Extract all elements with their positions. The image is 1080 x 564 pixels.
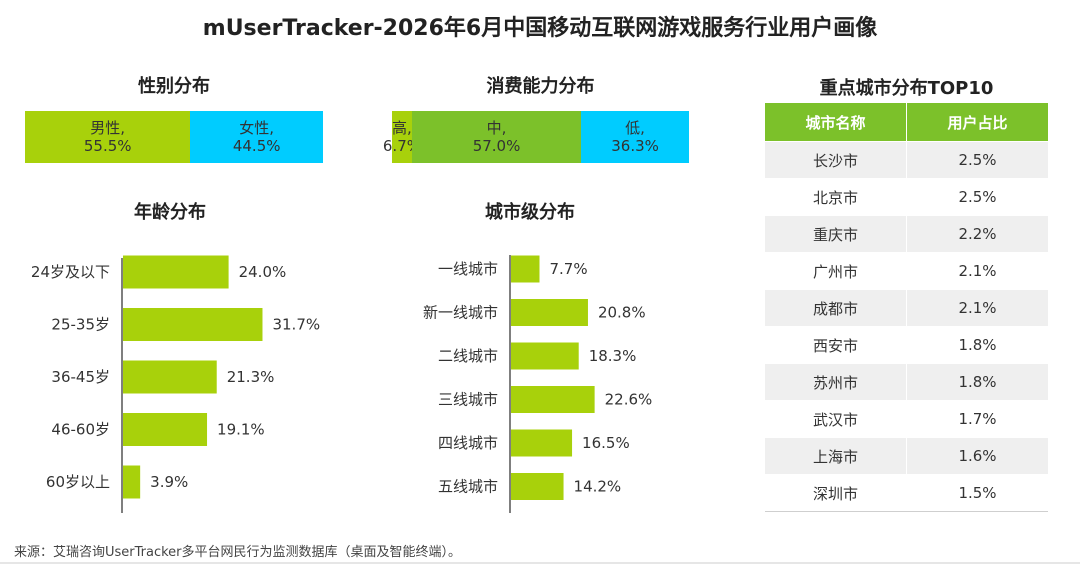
table-row: 西安市 1.8% [765,326,1048,364]
gender-stacked-bar: 男性, 55.5% 女性, 44.5% [25,111,323,163]
age-bar [123,413,208,446]
age-chart-title: 年龄分布 [134,202,206,223]
city-tier-value-label: 16.5% [582,434,630,452]
consumption-stacked-bar: 高, 6.7% 中, 57.0% 低, 36.3% [383,111,689,163]
age-category-label: 25-35岁 [51,316,110,334]
city-tier-bar [511,473,564,500]
city-name-cell: 长沙市 [765,141,907,179]
age-bar [123,255,229,289]
age-value-label: 19.1% [217,421,265,439]
city-tier-value-label: 18.3% [589,347,637,365]
city-tier-category-label: 四线城市 [438,434,498,452]
age-category-label: 60岁以上 [46,473,110,491]
table-row: 成都市 2.1% [765,289,1048,327]
user-share-cell: 1.6% [906,437,1048,475]
user-share-cell: 1.8% [906,326,1048,364]
column-header-city: 城市名称 [765,103,907,142]
age-value-label: 24.0% [239,263,287,281]
city-tier-bar [511,255,540,283]
city-name-cell: 广州市 [765,252,907,290]
city-tier-bar [511,342,579,370]
consumption-segment-mid: 中, 57.0% [411,111,582,163]
city-tier-category-label: 一线城市 [438,260,498,278]
consumption-segment-low: 低, 36.3% [581,111,689,163]
gender-segment-value: 55.5% [83,137,132,155]
city-tier-value-label: 7.7% [549,260,587,278]
city-tier-bar [511,386,595,413]
city-tier-value-label: 14.2% [574,478,622,496]
gender-segment-male: 男性, 55.5% [25,111,191,163]
age-value-label: 3.9% [150,473,188,491]
gender-segment-name: 男性, [90,119,126,137]
age-value-label: 31.7% [272,316,320,334]
city-tier-bar [511,429,573,457]
consumption-segment-value: 36.3% [611,137,659,155]
city-tier-category-label: 新一线城市 [423,304,498,322]
consumption-segment-name: 中, [486,119,507,137]
table-row: 重庆市 2.2% [765,215,1048,253]
user-share-cell: 1.5% [906,474,1048,511]
age-category-label: 36-45岁 [51,368,110,386]
gender-segment-value: 44.5% [232,137,281,155]
column-header-share: 用户占比 [906,103,1048,142]
consumption-segment-value: 6.7% [382,137,421,155]
city-name-cell: 上海市 [765,437,907,475]
city-tier-chart-title: 城市级分布 [485,202,575,223]
user-share-cell: 2.5% [906,178,1048,216]
user-share-cell: 2.1% [906,252,1048,290]
city-tier-value-label: 22.6% [605,391,653,409]
age-category-label: 24岁及以下 [31,263,110,281]
source-note: 来源：艾瑞咨询UserTracker多平台网民行为监测数据库（桌面及智能终端）。 [14,545,462,560]
age-value-label: 21.3% [227,368,275,386]
table-row: 深圳市 1.5% [765,474,1048,511]
horizontal-bar-charts: 24岁及以下 24.0% 25-35岁 31.7% 36-45岁 21.3% 46-60岁 1… [31,255,653,513]
age-bar [123,360,217,394]
page-title: mUserTracker-2026年6月中国移动互联网游戏服务行业用户画像 [202,16,878,41]
age-bar [123,308,263,341]
table-row: 北京市 2.5% [765,178,1048,216]
table-row: 武汉市 1.7% [765,400,1048,438]
table-row: 上海市 1.6% [765,437,1048,475]
table-header-row: 城市名称 用户占比 [765,103,1048,142]
gender-segment-name: 女性, [239,119,275,137]
user-share-cell: 2.1% [906,289,1048,327]
city-name-cell: 深圳市 [765,474,907,511]
city-tier-bar [511,299,588,326]
city-name-cell: 西安市 [765,326,907,364]
city-tier-category-label: 五线城市 [438,478,498,496]
city-name-cell: 重庆市 [765,215,907,253]
consumption-segment-name: 低, [625,119,645,137]
table-row: 长沙市 2.5% [765,141,1048,179]
city-tier-category-label: 二线城市 [438,347,498,365]
consumption-segment-name: 高, [392,119,412,137]
footer-divider [0,562,1080,564]
age-category-label: 46-60岁 [51,421,110,439]
top10-table-title: 重点城市分布TOP10 [819,78,994,99]
consumption-segment-value: 57.0% [472,137,521,155]
user-share-cell: 1.7% [906,400,1048,438]
user-share-cell: 2.2% [906,215,1048,253]
consumption-segment-high: 高, 6.7% [383,111,421,163]
user-share-cell: 2.5% [906,141,1048,179]
city-tier-category-label: 三线城市 [438,391,498,409]
city-name-cell: 武汉市 [765,400,907,438]
table-row: 苏州市 1.8% [765,363,1048,401]
gender-segment-female: 女性, 44.5% [190,111,323,163]
city-tier-value-label: 20.8% [598,304,646,322]
consumption-chart-title: 消费能力分布 [486,76,595,97]
city-name-cell: 北京市 [765,178,907,216]
gender-chart-title: 性别分布 [138,76,210,97]
age-bar [123,465,141,499]
user-share-cell: 1.8% [906,363,1048,401]
top10-table: 城市名称 用户占比 长沙市 2.5% 北京市 2.5% 重庆市 2.2% 广州市 2.1% 成都… [765,103,1048,512]
city-name-cell: 苏州市 [765,363,907,401]
table-row: 广州市 2.1% [765,252,1048,290]
city-name-cell: 成都市 [765,289,907,327]
